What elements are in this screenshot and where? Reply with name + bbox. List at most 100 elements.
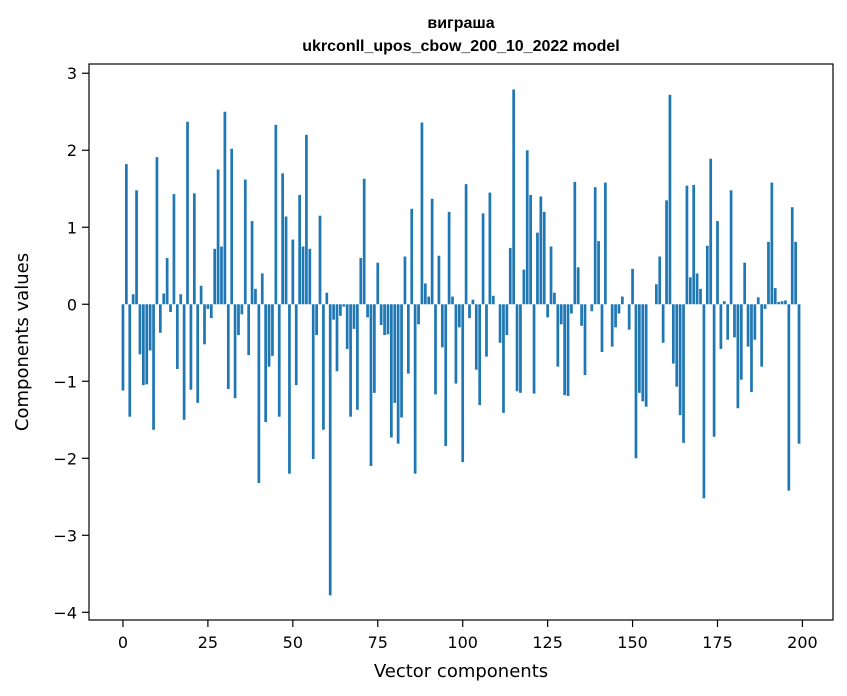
bar: [621, 296, 624, 305]
y-tick-label: 0: [67, 295, 77, 314]
bar: [542, 211, 546, 305]
bar: [315, 304, 318, 336]
bar: [641, 304, 645, 402]
bar: [226, 304, 230, 389]
bar: [332, 304, 335, 320]
bar: [505, 304, 509, 336]
bar: [515, 304, 519, 392]
bar: [220, 246, 223, 305]
x-tick-label: 150: [617, 633, 648, 652]
x-tick-label: 100: [447, 633, 478, 652]
x-axis-ticks: 0 25 50 75 100 125 150 175 200: [118, 620, 818, 652]
bar: [739, 304, 743, 380]
bar: [763, 304, 767, 309]
bar: [794, 241, 797, 305]
bar: [434, 304, 437, 395]
bar: [179, 294, 183, 305]
bar: [491, 295, 495, 305]
bar: [481, 213, 485, 305]
y-axis-label: Components values: [12, 253, 33, 431]
bar: [369, 304, 373, 466]
bar: [213, 248, 217, 305]
bar: [284, 216, 288, 305]
bar: [627, 304, 631, 330]
bar: [610, 304, 614, 347]
bar: [308, 248, 312, 305]
bar: [457, 304, 461, 328]
bar: [600, 304, 604, 353]
bar: [722, 301, 726, 305]
bar: [736, 304, 740, 409]
bar: [165, 258, 169, 305]
bar: [777, 301, 780, 305]
bar: [729, 190, 733, 305]
bar: [264, 304, 268, 423]
y-tick-label: 2: [67, 141, 77, 160]
bar: [661, 304, 665, 343]
bar: [410, 208, 414, 305]
bar: [525, 150, 529, 305]
bar: [539, 196, 543, 305]
bar: [576, 267, 580, 305]
y-tick-label: 1: [67, 218, 77, 237]
bar: [274, 124, 278, 305]
bar: [437, 255, 441, 305]
bar: [420, 122, 424, 305]
bar: [223, 111, 227, 305]
bar: [199, 285, 203, 305]
bar: [519, 304, 522, 393]
bar: [162, 293, 166, 305]
bar: [335, 304, 339, 372]
bar: [345, 304, 349, 349]
bar: [675, 304, 679, 387]
bar: [142, 304, 145, 386]
bar: [366, 304, 369, 318]
y-tick-label: −4: [53, 603, 77, 622]
bar: [189, 304, 193, 390]
bar: [406, 304, 410, 374]
bar: [671, 304, 675, 364]
bar: [417, 304, 420, 325]
bar: [726, 304, 730, 340]
bar: [240, 304, 244, 315]
x-tick-label: 25: [198, 633, 218, 652]
bar: [260, 273, 264, 305]
y-tick-label: −1: [53, 372, 77, 391]
bar: [250, 221, 254, 305]
bar: [243, 179, 247, 305]
bar: [750, 304, 753, 393]
x-tick-label: 200: [787, 633, 818, 652]
bar: [536, 232, 539, 305]
bar: [254, 288, 257, 305]
bar: [349, 304, 352, 417]
bars: [121, 89, 801, 596]
x-tick-label: 125: [532, 633, 563, 652]
x-tick-label: 0: [118, 633, 128, 652]
y-tick-label: 3: [67, 64, 77, 83]
bar: [247, 304, 251, 356]
bar: [508, 248, 512, 305]
bar: [590, 304, 594, 312]
bar: [148, 304, 152, 351]
bar: [158, 304, 162, 333]
bar: [393, 304, 397, 403]
bar: [230, 148, 234, 305]
bar: [784, 300, 787, 305]
x-tick-label: 175: [702, 633, 733, 652]
bar: [376, 262, 380, 305]
bar: [478, 304, 482, 406]
bar: [654, 284, 658, 305]
bar: [760, 304, 764, 367]
bar: [339, 304, 342, 316]
bar: [668, 94, 672, 305]
bar: [305, 134, 308, 305]
bar: [553, 292, 556, 305]
bar: [716, 221, 719, 305]
bar: [423, 283, 427, 305]
bar: [383, 304, 386, 336]
bar: [186, 121, 189, 305]
bar: [485, 304, 488, 357]
bar: [644, 304, 648, 407]
bar: [362, 178, 366, 305]
bar: [325, 292, 329, 305]
